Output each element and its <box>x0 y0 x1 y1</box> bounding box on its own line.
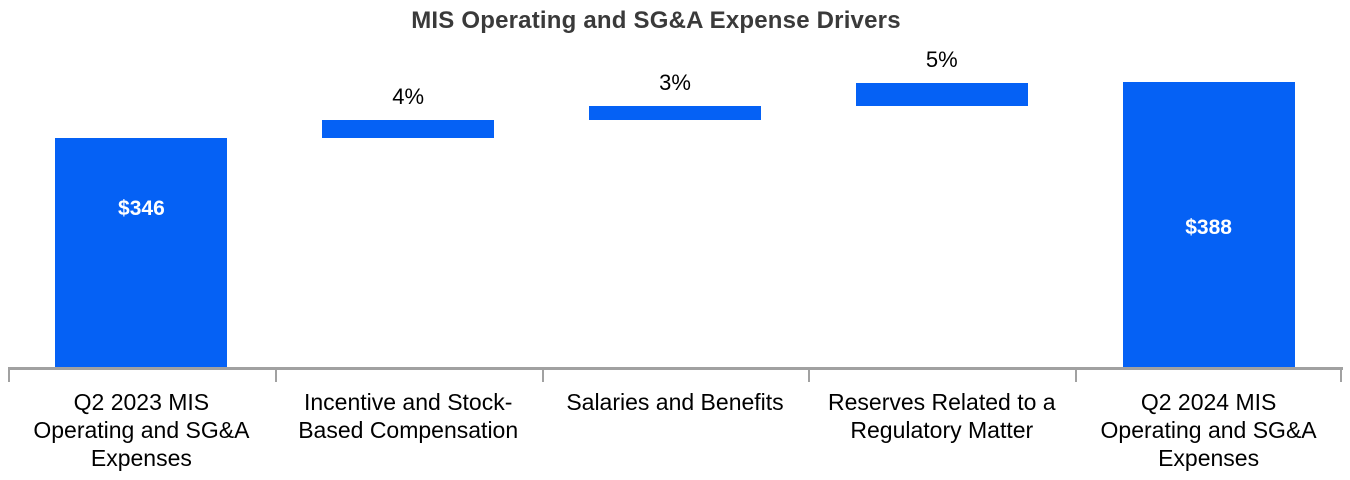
x-axis-tick <box>808 367 811 382</box>
category-label: Incentive and Stock- Based Compensation <box>298 389 519 443</box>
category-label: Reserves Related to a Regulatory Matter <box>828 389 1056 443</box>
x-axis-tick <box>1340 367 1342 382</box>
bar-delta <box>589 105 761 120</box>
category-label: Q2 2023 MIS Operating and SG&A Expenses <box>33 389 250 471</box>
bar-delta <box>855 82 1028 106</box>
bar-pct-label: 5% <box>925 46 958 72</box>
bar-total: $388 <box>1122 81 1295 367</box>
bar-pct-label: 4% <box>392 83 425 109</box>
bar-pct-label: 3% <box>659 69 691 95</box>
x-axis-tick <box>541 367 544 382</box>
bar-delta <box>322 119 495 138</box>
bar-total: $346 <box>55 137 228 367</box>
category-label: Q2 2024 MIS Operating and SG&A Expenses <box>1100 389 1317 471</box>
category-label: Salaries and Benefits <box>566 389 784 415</box>
chart-title: MIS Operating and SG&A Expense Drivers <box>411 7 901 34</box>
bar-value-label: $346 <box>118 196 165 220</box>
x-axis-line <box>8 367 1343 370</box>
x-axis-tick <box>8 367 10 382</box>
bar-value-label: $388 <box>1185 215 1232 239</box>
x-axis-tick <box>1075 367 1078 382</box>
x-axis-tick <box>274 367 277 382</box>
